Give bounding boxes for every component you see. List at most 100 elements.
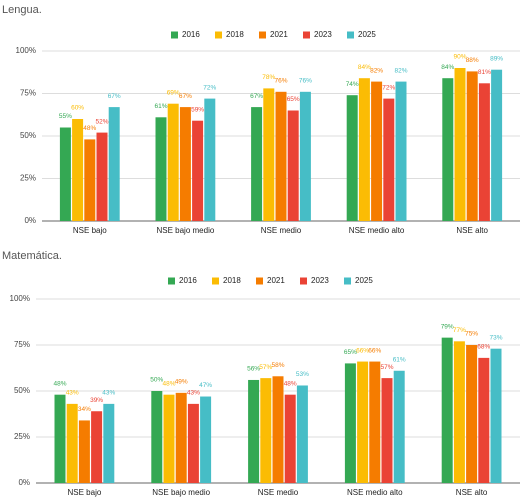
legend-label: 2021 [267, 276, 285, 285]
bar [263, 88, 275, 222]
bar [260, 378, 272, 483]
value-label: 48% [162, 380, 175, 387]
bar [441, 337, 453, 483]
value-label: 75% [465, 331, 478, 338]
value-label: 56% [247, 366, 260, 373]
value-label: 81% [478, 69, 491, 76]
legend-label: 2018 [226, 30, 244, 39]
value-label: 55% [59, 113, 72, 120]
x-tick-label: NSE bajo medio [152, 488, 210, 497]
value-label: 69% [167, 89, 180, 96]
x-tick-label: NSE bajo [73, 226, 107, 235]
bar [490, 348, 502, 483]
bar [287, 110, 299, 221]
value-label: 77% [453, 327, 466, 334]
bar [151, 391, 163, 483]
bar [371, 81, 383, 221]
value-label: 88% [466, 57, 479, 64]
chart-title: Lengua. [2, 4, 42, 16]
legend-swatch [259, 31, 266, 39]
legend-swatch [347, 31, 354, 39]
value-label: 78% [262, 74, 275, 81]
value-label: 90% [453, 54, 466, 61]
value-label: 43% [102, 390, 115, 397]
value-label: 60% [71, 105, 84, 112]
y-tick-label: 0% [18, 478, 30, 487]
x-tick-label: NSE alto [456, 226, 488, 235]
legend-label: 2018 [223, 276, 241, 285]
bar [187, 403, 199, 483]
value-label: 61% [393, 356, 406, 363]
legend-swatch [215, 31, 222, 39]
value-label: 39% [90, 397, 103, 404]
bar [175, 392, 187, 483]
x-tick-label: NSE medio [261, 226, 302, 235]
value-label: 48% [53, 380, 66, 387]
legend-label: 2016 [179, 276, 197, 285]
bar [478, 83, 490, 221]
legend-swatch [256, 277, 263, 285]
value-label: 89% [490, 55, 503, 62]
bar [72, 119, 84, 221]
bar [66, 403, 78, 483]
value-label: 76% [274, 78, 287, 85]
bar [369, 361, 381, 483]
legend-label: 2023 [311, 276, 329, 285]
legend-label: 2021 [270, 30, 288, 39]
chart-title: Matemática. [2, 250, 62, 262]
value-label: 47% [199, 382, 212, 389]
value-label: 49% [175, 379, 188, 386]
value-label: 34% [78, 406, 91, 413]
bar [381, 378, 393, 483]
bar [54, 394, 66, 483]
bar [491, 69, 503, 221]
value-label: 48% [284, 380, 297, 387]
value-label: 43% [66, 390, 79, 397]
x-tick-label: NSE medio alto [349, 226, 405, 235]
bar [299, 91, 311, 221]
value-label: 65% [287, 96, 300, 103]
legend-label: 2023 [314, 30, 332, 39]
bar [478, 357, 490, 483]
y-tick-label: 0% [24, 216, 36, 225]
legend-label: 2025 [358, 30, 376, 39]
bar [358, 78, 370, 221]
legend-label: 2016 [182, 30, 200, 39]
y-tick-label: 25% [20, 174, 36, 183]
value-label: 72% [382, 84, 395, 91]
legend-swatch [344, 277, 351, 285]
value-label: 72% [203, 84, 216, 91]
bar [357, 361, 369, 483]
bar [192, 120, 204, 221]
legend-swatch [300, 277, 307, 285]
value-label: 74% [346, 81, 359, 88]
y-tick-label: 100% [16, 46, 36, 55]
bar [466, 71, 478, 222]
value-label: 57% [259, 364, 272, 371]
bar [78, 420, 90, 483]
bar [395, 81, 407, 221]
bar [103, 403, 115, 483]
bar [442, 78, 454, 221]
value-label: 61% [154, 103, 167, 110]
legend-swatch [303, 31, 310, 39]
value-label: 84% [441, 64, 454, 71]
bar [454, 68, 466, 221]
bar [84, 139, 96, 221]
legend-swatch [212, 277, 219, 285]
x-tick-label: NSE bajo medio [156, 226, 214, 235]
bar [163, 394, 175, 483]
value-label: 57% [380, 364, 393, 371]
bar [393, 370, 405, 483]
bar [453, 341, 465, 483]
bar [344, 363, 356, 483]
bar [91, 411, 103, 483]
value-label: 59% [191, 106, 204, 113]
y-tick-label: 25% [14, 432, 30, 441]
bar [59, 127, 71, 221]
legend-swatch [168, 277, 175, 285]
y-tick-label: 50% [14, 386, 30, 395]
bar [272, 376, 284, 483]
x-tick-label: NSE medio alto [347, 488, 403, 497]
